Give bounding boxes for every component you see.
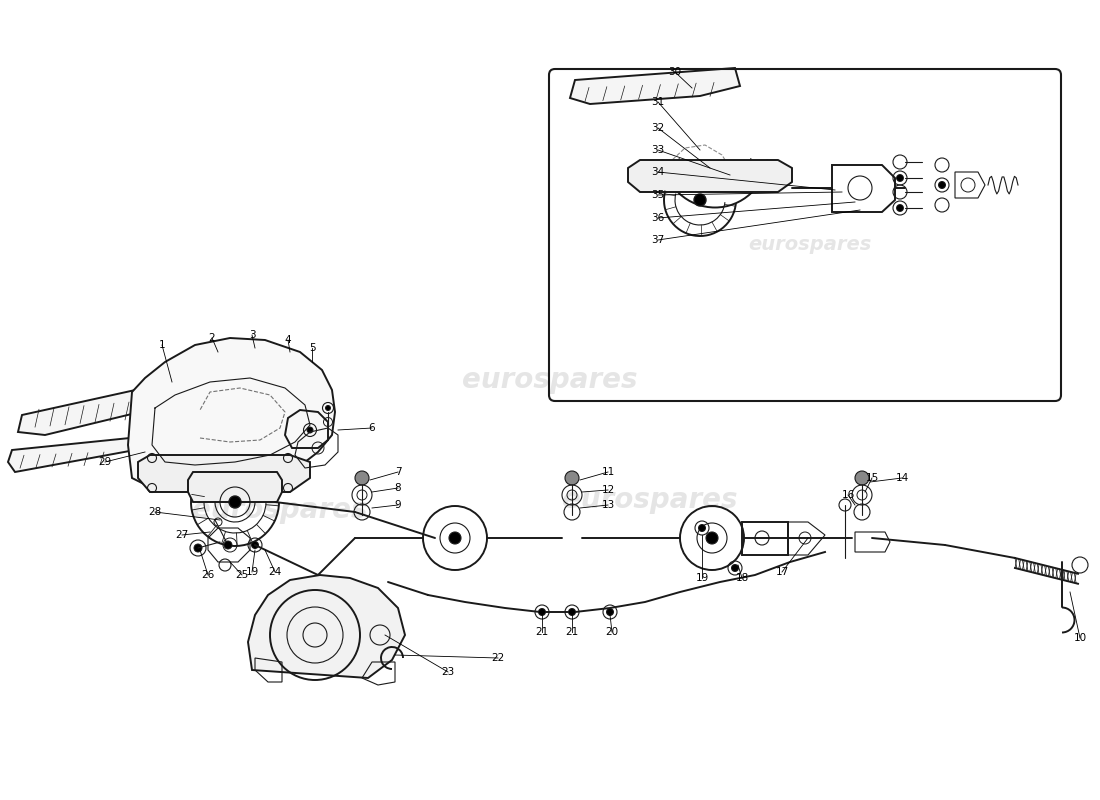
Text: 4: 4 — [285, 335, 292, 345]
Circle shape — [224, 541, 232, 549]
Polygon shape — [138, 455, 310, 492]
Text: 1: 1 — [158, 340, 165, 350]
Circle shape — [938, 182, 946, 189]
Polygon shape — [18, 385, 162, 435]
Circle shape — [694, 194, 706, 206]
Text: eurospares: eurospares — [192, 496, 367, 524]
Polygon shape — [248, 575, 405, 678]
Text: 25: 25 — [235, 570, 249, 580]
Circle shape — [896, 205, 903, 211]
Text: 37: 37 — [651, 235, 664, 245]
Circle shape — [449, 532, 461, 544]
Text: 16: 16 — [842, 490, 855, 500]
Text: 18: 18 — [736, 573, 749, 583]
Circle shape — [252, 542, 258, 549]
Text: 14: 14 — [895, 473, 909, 483]
Text: 7: 7 — [395, 467, 402, 477]
Circle shape — [143, 386, 153, 396]
Polygon shape — [8, 438, 135, 472]
Text: 12: 12 — [602, 485, 615, 495]
Circle shape — [194, 544, 202, 552]
Text: 23: 23 — [441, 667, 454, 677]
Text: eurospares: eurospares — [142, 376, 318, 404]
Circle shape — [896, 174, 903, 182]
Text: 19: 19 — [245, 567, 258, 577]
Text: eurospares: eurospares — [562, 486, 738, 514]
Circle shape — [732, 565, 738, 571]
Text: 24: 24 — [268, 567, 282, 577]
Polygon shape — [128, 338, 336, 490]
Text: 32: 32 — [651, 123, 664, 133]
Circle shape — [229, 496, 241, 508]
Circle shape — [355, 471, 368, 485]
Text: 17: 17 — [776, 567, 789, 577]
Text: 5: 5 — [309, 343, 316, 353]
Text: 30: 30 — [669, 67, 682, 77]
Text: 31: 31 — [651, 97, 664, 107]
Text: 10: 10 — [1074, 633, 1087, 643]
Text: 29: 29 — [98, 457, 111, 467]
Circle shape — [326, 406, 330, 410]
Text: 36: 36 — [651, 213, 664, 223]
Text: eurospares: eurospares — [748, 235, 871, 254]
Text: 2: 2 — [209, 333, 216, 343]
Text: 26: 26 — [201, 570, 214, 580]
Circle shape — [569, 609, 575, 615]
Polygon shape — [188, 472, 282, 502]
Text: 11: 11 — [602, 467, 615, 477]
Text: 27: 27 — [175, 530, 188, 540]
Text: 9: 9 — [395, 500, 402, 510]
Text: 3: 3 — [249, 330, 255, 340]
Circle shape — [606, 609, 614, 615]
Text: eurospares: eurospares — [462, 366, 638, 394]
Text: 20: 20 — [605, 627, 618, 637]
Text: 28: 28 — [148, 507, 162, 517]
Text: 34: 34 — [651, 167, 664, 177]
Polygon shape — [628, 160, 792, 192]
Text: 33: 33 — [651, 145, 664, 155]
Circle shape — [307, 427, 314, 433]
Circle shape — [698, 525, 705, 531]
Text: 6: 6 — [368, 423, 375, 433]
Text: 21: 21 — [565, 627, 579, 637]
Text: 13: 13 — [602, 500, 615, 510]
Text: 8: 8 — [395, 483, 402, 493]
Text: 22: 22 — [492, 653, 505, 663]
Text: 15: 15 — [866, 473, 879, 483]
Circle shape — [855, 471, 869, 485]
Circle shape — [539, 609, 546, 615]
Polygon shape — [570, 68, 740, 104]
Circle shape — [706, 532, 718, 544]
Text: 35: 35 — [651, 190, 664, 200]
Text: 21: 21 — [536, 627, 549, 637]
Text: 19: 19 — [695, 573, 708, 583]
Circle shape — [565, 471, 579, 485]
